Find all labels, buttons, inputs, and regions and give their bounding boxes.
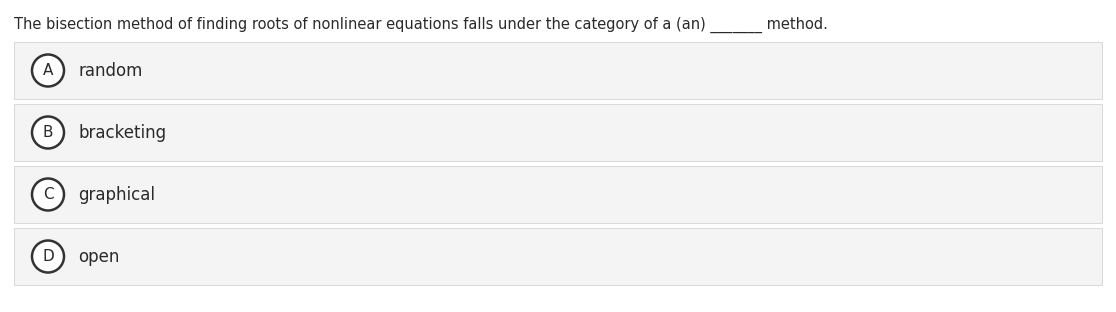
Circle shape — [32, 116, 64, 149]
FancyBboxPatch shape — [15, 228, 1101, 285]
FancyBboxPatch shape — [15, 104, 1101, 161]
Text: open: open — [78, 247, 119, 266]
FancyBboxPatch shape — [15, 42, 1101, 99]
Circle shape — [32, 178, 64, 211]
FancyBboxPatch shape — [15, 166, 1101, 223]
Circle shape — [32, 55, 64, 86]
Text: The bisection method of finding roots of nonlinear equations falls under the cat: The bisection method of finding roots of… — [15, 17, 828, 33]
Text: bracketing: bracketing — [78, 124, 166, 142]
Circle shape — [32, 241, 64, 272]
Text: graphical: graphical — [78, 186, 155, 203]
Text: random: random — [78, 61, 143, 80]
Text: A: A — [42, 63, 54, 78]
Text: D: D — [42, 249, 54, 264]
Text: B: B — [42, 125, 54, 140]
Text: C: C — [42, 187, 54, 202]
